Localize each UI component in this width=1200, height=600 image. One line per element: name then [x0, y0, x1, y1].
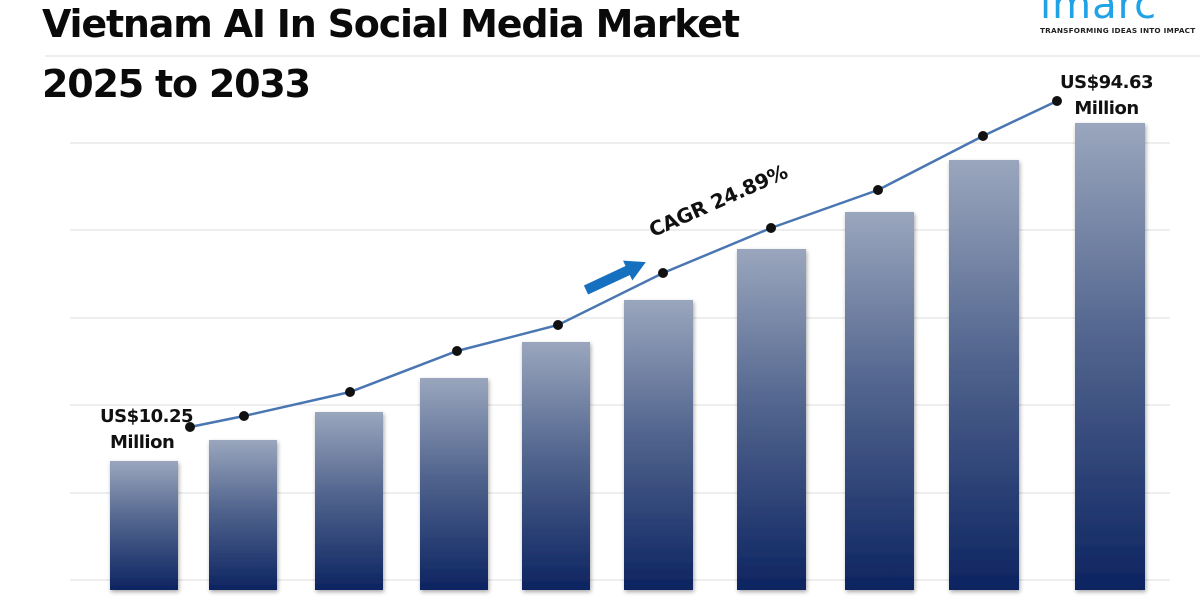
marker-point: [873, 185, 883, 195]
start-unit: Million: [110, 432, 175, 453]
bar-9: [949, 160, 1019, 590]
chart-title: Vietnam AI In Social Media Market 2025 t…: [42, 0, 740, 114]
bar-10: [1075, 123, 1145, 590]
bar-8: [845, 212, 914, 590]
bar-1: [110, 461, 178, 590]
start-value: US$10.25: [100, 406, 194, 427]
marker-point: [766, 223, 776, 233]
marker-point: [978, 131, 988, 141]
bar-3: [315, 412, 383, 590]
end-value: US$94.63: [1060, 72, 1154, 93]
marker-point: [553, 320, 563, 330]
chart-title-line2: 2025 to 2033: [42, 62, 311, 106]
marker-point: [345, 387, 355, 397]
imarc-logo: imarc TRANSFORMING IDEAS INTO IMPACT: [1040, 0, 1200, 35]
trend-line: [189, 99, 1058, 429]
marker-point: [658, 268, 668, 278]
trend-markers: [185, 96, 1062, 432]
end-unit: Million: [1074, 98, 1139, 119]
logo-wordmark: imarc: [1040, 0, 1158, 28]
bar-5: [522, 342, 590, 590]
marker-point: [239, 411, 249, 421]
bar-2: [209, 440, 277, 590]
start-value-label: US$10.25 Million: [100, 404, 194, 456]
bar-4: [420, 378, 488, 590]
bar-6: [624, 300, 693, 590]
marker-point: [1052, 96, 1062, 106]
bar-7: [737, 249, 806, 590]
bars: [110, 123, 1145, 590]
marker-point: [452, 346, 462, 356]
cagr-arrow-icon: [583, 260, 646, 295]
chart-title-line1: Vietnam AI In Social Media Market: [42, 2, 740, 46]
logo-tagline: TRANSFORMING IDEAS INTO IMPACT: [1040, 26, 1196, 35]
marker-point: [185, 422, 195, 432]
end-value-label: US$94.63 Million: [1060, 70, 1154, 122]
